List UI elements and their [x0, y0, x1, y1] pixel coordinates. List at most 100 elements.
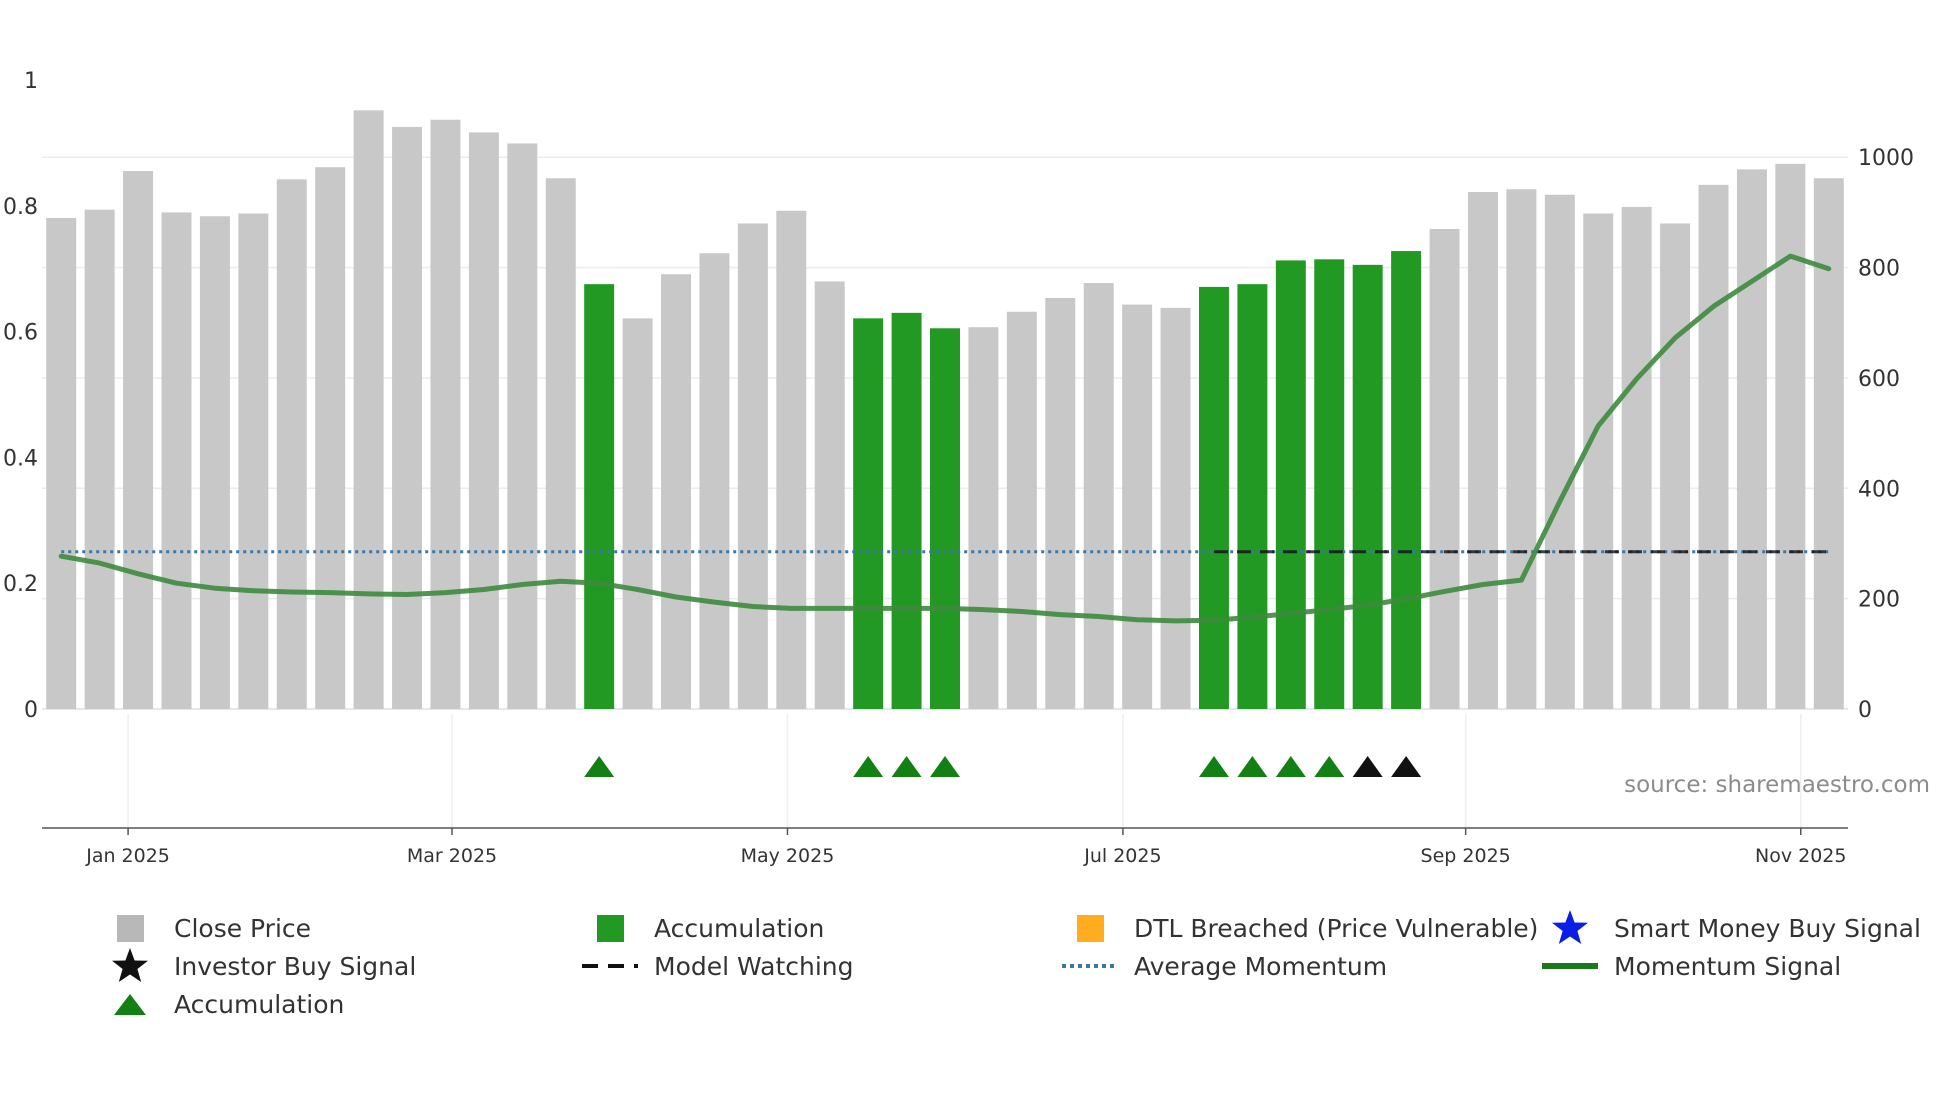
price-bar [123, 171, 154, 709]
price-bar [507, 143, 538, 709]
legend-item: Accumulation [100, 986, 344, 1022]
accumulation-bar [891, 312, 922, 709]
axes: 0 200 400 600 800 1000 0 0.2 0.4 0.6 0.8 1 Jan 2025 M… [3, 69, 1914, 867]
gray-square-icon [100, 910, 160, 946]
legend-item: Investor Buy Signal [100, 948, 416, 984]
accumulation-bar [1237, 284, 1268, 709]
right-tick-label: 400 [1858, 477, 1900, 502]
accumulation-bar [1314, 259, 1345, 709]
green-square-icon [580, 910, 640, 946]
accumulation-triangle [1275, 756, 1306, 777]
blue-dots-icon [1060, 948, 1120, 984]
legend-item: Momentum Signal [1540, 948, 1841, 984]
price-bar [199, 216, 230, 710]
legend-label: Accumulation [654, 913, 825, 943]
lines [58, 253, 1832, 624]
bars [46, 110, 1844, 710]
price-bar [661, 274, 692, 709]
x-tick-label: Mar 2025 [407, 845, 497, 867]
price-bar [1429, 228, 1460, 709]
right-tick-label: 800 [1858, 257, 1900, 282]
price-bar [1660, 223, 1691, 709]
price-bar [1736, 169, 1767, 709]
black-star-icon [100, 948, 160, 984]
accumulation-triangle [584, 756, 615, 777]
price-bar [276, 179, 307, 709]
accumulation-triangle [853, 756, 884, 777]
legend-item: Average Momentum [1060, 948, 1387, 984]
legend-label: DTL Breached (Price Vulnerable) [1134, 913, 1539, 943]
left-tick-label: 0.4 [3, 446, 38, 471]
price-bar [1122, 304, 1153, 709]
accumulation-triangle [1198, 756, 1229, 777]
accumulation-triangle [1314, 756, 1345, 777]
price-bar [1698, 184, 1729, 710]
left-tick-label: 1 [24, 69, 38, 94]
price-bar [1813, 178, 1844, 709]
x-tick-label: May 2025 [741, 845, 835, 867]
investor-buy-triangle [1391, 756, 1422, 777]
legend-label: Accumulation [174, 989, 345, 1019]
price-bar [622, 318, 653, 709]
accumulation-triangle [891, 756, 922, 777]
price-bar [1621, 206, 1652, 709]
price-bar [1045, 297, 1076, 709]
x-tick-label: Sep 2025 [1421, 845, 1511, 867]
legend-label: Average Momentum [1134, 951, 1388, 981]
price-bar [1083, 283, 1114, 709]
green-triangle-icon [100, 986, 160, 1022]
accumulation-bar [1275, 260, 1306, 709]
right-tick-label: 1000 [1858, 146, 1914, 171]
black-dashes-icon [580, 948, 640, 984]
price-bar [468, 132, 499, 709]
accumulation-bar [1391, 251, 1422, 709]
accumulation-bar [853, 318, 884, 709]
price-bar [161, 212, 192, 709]
price-bar [1160, 307, 1191, 709]
price-bar [814, 281, 845, 709]
price-bar [238, 213, 269, 709]
blue-star-icon [1540, 910, 1600, 946]
legend-label: Smart Money Buy Signal [1614, 913, 1921, 943]
price-bar [1006, 311, 1037, 709]
price-bar [968, 327, 999, 709]
orange-square-icon [1060, 910, 1120, 946]
legend-item: DTL Breached (Price Vulnerable) [1060, 910, 1538, 946]
price-bar [1544, 194, 1575, 710]
x-tick-label: Jan 2025 [85, 845, 170, 867]
price-bar [1775, 163, 1806, 709]
price-bar [737, 223, 768, 709]
left-tick-label: 0.6 [3, 321, 38, 346]
legend-label: Momentum Signal [1614, 951, 1842, 981]
legend-label: Investor Buy Signal [174, 951, 417, 981]
price-bar [84, 209, 115, 709]
momentum-signal-line [58, 253, 1832, 624]
legend-item: Accumulation [580, 910, 824, 946]
legend-label: Model Watching [654, 951, 854, 981]
right-tick-label: 200 [1858, 588, 1900, 613]
price-bar [1506, 189, 1537, 709]
price-bar [46, 217, 77, 709]
legend-label: Close Price [174, 913, 312, 943]
price-bar [353, 110, 384, 709]
left-tick-label: 0.8 [3, 195, 38, 220]
accumulation-bar [584, 284, 615, 709]
right-tick-label: 0 [1858, 698, 1872, 723]
accumulation-triangle [930, 756, 960, 777]
left-tick-label: 0 [24, 698, 38, 723]
right-tick-label: 600 [1858, 367, 1900, 392]
legend-item: Model Watching [580, 948, 854, 984]
accumulation-bar [1198, 286, 1229, 709]
legend-item: Smart Money Buy Signal [1540, 910, 1921, 946]
accumulation-bar [1352, 264, 1383, 709]
price-bar [776, 210, 807, 709]
price-bar [430, 119, 461, 709]
legend-item: Close Price [100, 910, 311, 946]
price-bar [392, 126, 423, 710]
signals [584, 756, 1422, 777]
investor-buy-triangle [1352, 756, 1383, 777]
x-tick-label: Jul 2025 [1083, 845, 1161, 867]
price-bar [1467, 192, 1498, 710]
